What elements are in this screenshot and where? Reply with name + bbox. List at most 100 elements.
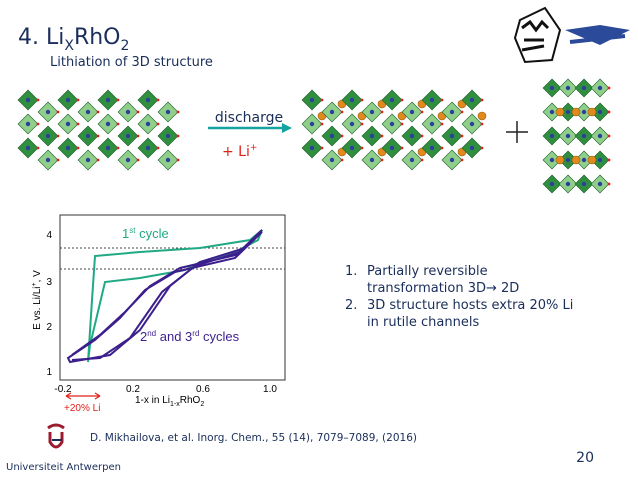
rh-atom — [25, 97, 31, 103]
plot-frame — [59, 214, 286, 381]
li-atom — [587, 107, 597, 117]
o-atom — [400, 146, 404, 150]
rh-atom — [549, 133, 555, 139]
rh-atom — [597, 157, 603, 163]
o-atom — [380, 110, 384, 114]
rh-atom — [389, 145, 395, 151]
y-tick-label: 3 — [46, 277, 52, 288]
rh-atom — [349, 145, 355, 151]
university-logo — [47, 423, 65, 449]
rh-atom — [105, 145, 111, 151]
rh-atom — [389, 97, 395, 103]
o-atom — [607, 110, 611, 114]
li-atom — [555, 107, 565, 117]
label-sup: rd — [192, 329, 199, 338]
rh-atom — [309, 121, 315, 127]
rh-atom — [145, 121, 151, 127]
rh-atom — [45, 133, 51, 139]
o-atom — [480, 146, 484, 150]
rh-atom — [105, 121, 111, 127]
y-axis-label: E vs. Li/Li+, V — [31, 270, 43, 330]
o-atom — [76, 146, 80, 150]
label-part: cycle — [135, 226, 168, 241]
o-atom — [440, 122, 444, 126]
li-atom — [587, 155, 597, 165]
o-atom — [156, 98, 160, 102]
rh-atom — [349, 121, 355, 127]
o-atom — [360, 146, 364, 150]
o-atom — [136, 110, 140, 114]
citation: D. Mikhailova, et al. Inorg. Chem., 55 (… — [90, 432, 417, 444]
rh-atom — [45, 109, 51, 115]
rh-atom — [469, 121, 475, 127]
o-atom — [420, 158, 424, 162]
o-atom — [56, 158, 60, 162]
university-name: Universiteit Antwerpen — [6, 462, 121, 473]
excess-arrow — [65, 392, 101, 400]
o-atom — [340, 158, 344, 162]
o-atom — [56, 134, 60, 138]
rh-atom — [549, 181, 555, 187]
o-atom — [340, 110, 344, 114]
list-line: transformation 3D→ 2D — [367, 281, 519, 296]
rh-atom — [429, 97, 435, 103]
y-tick-label: 2 — [46, 322, 52, 333]
rh-atom — [549, 109, 555, 115]
later-cycles-label: 2nd and 3rd cycles — [140, 329, 240, 344]
rh-atom — [597, 133, 603, 139]
x-label-sub: 2 — [200, 401, 204, 408]
label-sup: nd — [147, 329, 156, 338]
first-cycle-label: 1st cycle — [122, 226, 169, 241]
li-atom — [571, 155, 581, 165]
rh-atom — [549, 157, 555, 163]
o-atom — [76, 122, 80, 126]
rh-atom — [429, 145, 435, 151]
x-label-sub: 1-x — [170, 401, 180, 408]
crystal-structures — [17, 78, 611, 194]
arrow-label: discharge — [215, 110, 283, 126]
rh-atom — [581, 157, 587, 163]
rh-atom — [165, 133, 171, 139]
list-line: in rutile channels — [367, 315, 479, 330]
label-part: 2 — [140, 329, 147, 344]
rh-atom — [165, 109, 171, 115]
o-atom — [607, 182, 611, 186]
title-sub: 2 — [121, 38, 130, 54]
o-atom — [460, 134, 464, 138]
rh-atom — [85, 109, 91, 115]
o-atom — [440, 98, 444, 102]
rh-atom — [165, 157, 171, 163]
o-atom — [320, 146, 324, 150]
reagent-sup: + — [250, 143, 258, 153]
title: 4. LiXRhO2 — [18, 25, 129, 54]
o-atom — [380, 134, 384, 138]
rh-atom — [565, 181, 571, 187]
rh-atom — [369, 133, 375, 139]
rh-atom — [449, 157, 455, 163]
o-atom — [176, 110, 180, 114]
figure: 4 3 2 1 -0.2 0.2 0.6 1.0 E vs. Li/Li+, V… — [31, 214, 286, 414]
rh-atom — [581, 109, 587, 115]
o-atom — [116, 146, 120, 150]
rh-atom — [581, 181, 587, 187]
subtitle: Lithiation of 3D structure — [50, 55, 213, 70]
rh-atom — [409, 157, 415, 163]
label-sup: st — [129, 226, 136, 235]
o-atom — [607, 86, 611, 90]
rh-atom — [145, 97, 151, 103]
label-part: and 3 — [156, 329, 192, 344]
o-atom — [56, 110, 60, 114]
o-atom — [36, 146, 40, 150]
o-atom — [400, 122, 404, 126]
rh-atom — [597, 109, 603, 115]
y-tick-label: 1 — [46, 367, 52, 378]
rh-atom — [65, 121, 71, 127]
rh-atom — [105, 97, 111, 103]
list-number: 2. — [345, 298, 357, 313]
arrow-head — [282, 123, 292, 133]
rh-atom — [45, 157, 51, 163]
rh-atom — [469, 97, 475, 103]
rh-atom — [369, 109, 375, 115]
rh-atom — [565, 133, 571, 139]
title-part: 4. Li — [18, 25, 64, 50]
